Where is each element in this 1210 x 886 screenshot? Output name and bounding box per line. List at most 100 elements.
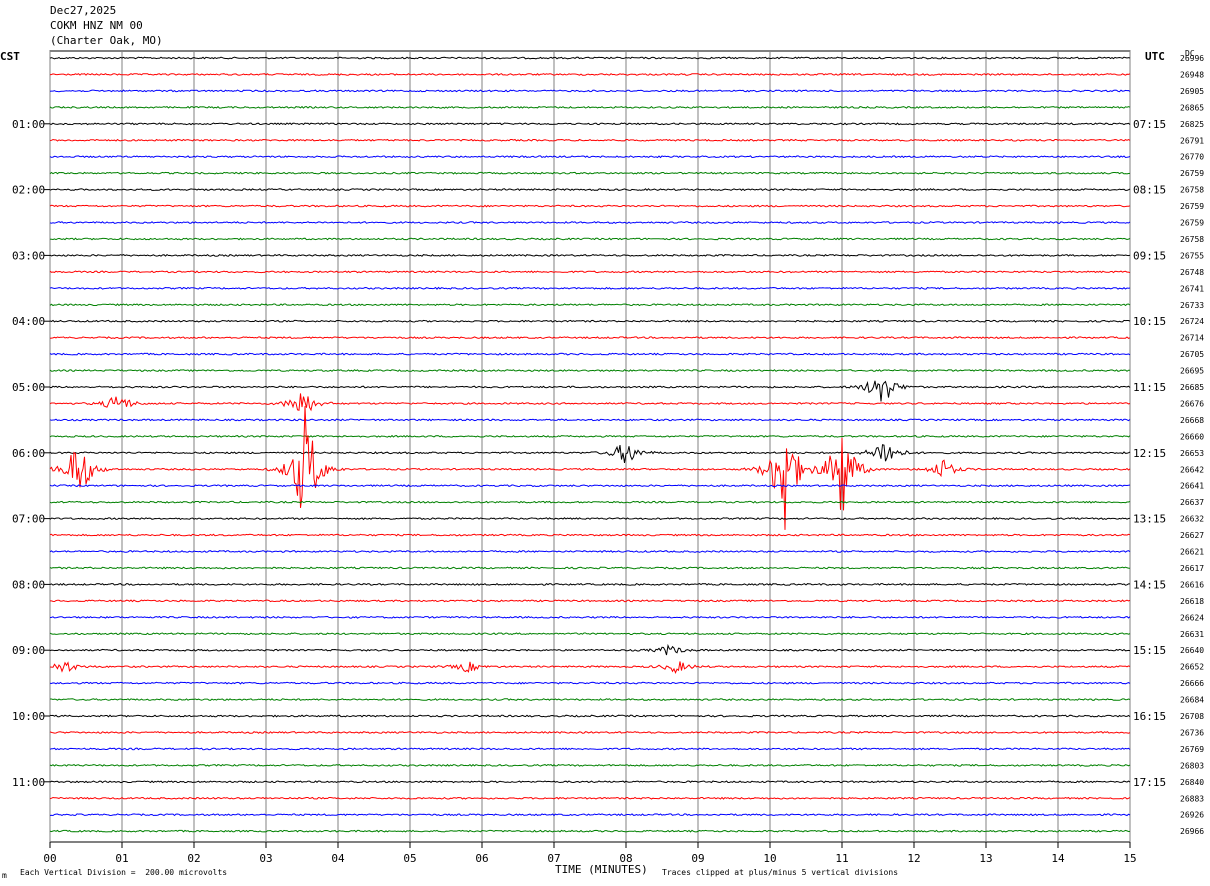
vertical-division-note: Each Vertical Division = 200.00 microvol… <box>20 868 228 877</box>
axis-labels: 00 01 02 03 04 05 06 07 08 09 10 11 12 13 14 15 26996 269… <box>12 54 1204 865</box>
dc-value: 26685 <box>1180 383 1204 392</box>
trace-line <box>49 319 1131 323</box>
dc-value: 26668 <box>1180 416 1204 425</box>
right-hour-label: 08:15 <box>1133 184 1166 197</box>
station-location: (Charter Oak, MO) <box>50 34 163 47</box>
trace-line <box>49 188 1131 192</box>
trace-line <box>49 517 1131 521</box>
x-axis-title: TIME (MINUTES) <box>555 863 648 876</box>
trace-line <box>49 829 1131 833</box>
dc-value: 26627 <box>1180 531 1204 540</box>
x-tick-label: 14 <box>1051 852 1065 865</box>
dc-value: 26770 <box>1180 153 1204 162</box>
dc-value: 26714 <box>1180 334 1204 343</box>
trace-line <box>49 369 1130 372</box>
x-tick-label: 05 <box>403 852 416 865</box>
left-hour-label: 05:00 <box>12 381 45 394</box>
x-tick-label: 10 <box>763 852 776 865</box>
x-tick-label: 11 <box>835 852 848 865</box>
trace-line <box>49 286 1131 290</box>
right-hour-label: 17:15 <box>1133 776 1166 789</box>
trace-line <box>49 237 1131 241</box>
left-hour-label: 08:00 <box>12 578 45 591</box>
dc-value: 26926 <box>1180 811 1204 820</box>
x-tick-label: 12 <box>907 852 920 865</box>
dc-value: 26640 <box>1180 646 1204 655</box>
trace-line <box>49 632 1131 636</box>
trace-line <box>49 615 1131 619</box>
trace-line <box>49 155 1131 159</box>
trace-line <box>49 484 1131 488</box>
trace-line <box>49 171 1131 175</box>
right-hour-label: 10:15 <box>1133 315 1166 328</box>
dc-value: 26741 <box>1180 284 1204 293</box>
dc-value: 26769 <box>1180 745 1204 754</box>
dc-value: 26637 <box>1180 498 1204 507</box>
dc-value: 26641 <box>1180 482 1204 491</box>
dc-value: 26803 <box>1180 761 1204 770</box>
corner-mark: m <box>2 871 7 880</box>
left-hour-label: 04:00 <box>12 315 45 328</box>
trace-line <box>49 105 1131 109</box>
dc-value: 26642 <box>1180 465 1204 474</box>
dc-value: 26948 <box>1180 70 1204 79</box>
trace-line <box>49 393 1131 412</box>
trace-line <box>49 303 1131 307</box>
trace-line <box>49 813 1131 817</box>
trace-line <box>49 56 1131 60</box>
dc-value: 26621 <box>1180 548 1204 557</box>
right-hour-label: 07:15 <box>1133 118 1166 131</box>
dc-value: 26617 <box>1180 564 1204 573</box>
dc-value: 26616 <box>1180 580 1204 589</box>
dc-value: 26759 <box>1180 202 1204 211</box>
dc-value: 26684 <box>1180 696 1204 705</box>
right-hour-label: 11:15 <box>1133 381 1166 394</box>
x-tick-label: 01 <box>115 852 128 865</box>
trace-line <box>49 253 1131 257</box>
trace-line <box>49 533 1131 537</box>
dc-value: 26631 <box>1180 630 1204 639</box>
dc-value: 26708 <box>1180 712 1204 721</box>
trace-line <box>49 747 1131 751</box>
dc-value: 26996 <box>1180 54 1204 63</box>
dc-value: 26652 <box>1180 663 1204 672</box>
right-hour-label: 16:15 <box>1133 710 1166 723</box>
trace-line <box>49 661 1131 675</box>
trace-line <box>49 681 1131 685</box>
station-code: COKM HNZ NM 00 <box>50 19 143 32</box>
dc-value: 26724 <box>1180 317 1204 326</box>
dc-value: 26695 <box>1180 367 1204 376</box>
dc-value: 26758 <box>1180 235 1204 244</box>
x-tick-label: 07 <box>547 852 560 865</box>
trace-line <box>49 406 1131 530</box>
trace-line <box>49 444 1131 463</box>
left-timezone-label: CST <box>0 50 20 63</box>
dc-value: 26825 <box>1180 120 1204 129</box>
trace-line <box>49 336 1131 340</box>
left-hour-label: 09:00 <box>12 644 45 657</box>
right-timezone-label: UTC <box>1145 50 1165 63</box>
right-hour-label: 09:15 <box>1133 249 1166 262</box>
trace-line <box>49 204 1131 208</box>
dc-value: 26758 <box>1180 186 1204 195</box>
dc-value: 26632 <box>1180 515 1204 524</box>
trace-line <box>49 582 1130 586</box>
dc-value: 26733 <box>1180 301 1204 310</box>
trace-line <box>49 714 1131 718</box>
plot-date: Dec27,2025 <box>50 4 117 17</box>
dc-value: 26755 <box>1180 251 1204 260</box>
x-tick-label: 08 <box>619 852 632 865</box>
x-tick-label: 03 <box>259 852 272 865</box>
left-hour-label: 01:00 <box>12 118 45 131</box>
dc-value: 26660 <box>1180 432 1204 441</box>
x-tick-label: 09 <box>691 852 704 865</box>
trace-line <box>49 550 1131 553</box>
x-tick-label: 15 <box>1123 852 1136 865</box>
trace-line <box>49 89 1131 93</box>
plot-frame <box>49 50 1131 843</box>
dc-value: 26624 <box>1180 613 1204 622</box>
left-hour-label: 11:00 <box>12 776 45 789</box>
right-hour-label: 14:15 <box>1133 578 1166 591</box>
dc-value: 26966 <box>1180 827 1204 836</box>
right-hour-label: 15:15 <box>1133 644 1166 657</box>
